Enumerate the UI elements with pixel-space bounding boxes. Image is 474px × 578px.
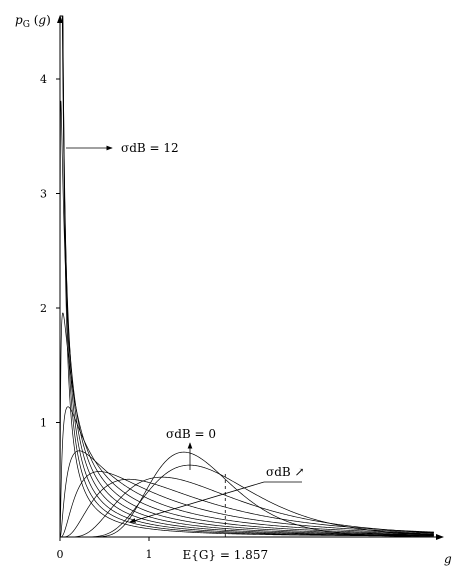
density-curve-sigma-4 <box>60 471 434 538</box>
density-curve-sigma-9 <box>60 15 434 536</box>
density-curve-sigma-2 <box>60 476 434 538</box>
density-curve-sigma-8 <box>59 100 434 536</box>
density-curve-sigma-0 <box>60 451 434 538</box>
density-curve-sigma-12 <box>60 15 434 537</box>
sigma-increase-arrow <box>129 481 265 523</box>
x-tick-label: 0 <box>57 548 64 561</box>
density-curves <box>59 15 434 538</box>
sigma-zero-label: σdB = 0 <box>166 427 216 441</box>
y-tick-label: 3 <box>40 188 47 201</box>
density-curve-sigma-1 <box>60 464 434 538</box>
y-ticks: 1 2 3 4 <box>40 73 60 430</box>
y-tick-label: 4 <box>40 73 47 86</box>
x-tick-label: 1 <box>146 548 153 561</box>
y-tick-label: 2 <box>40 302 47 315</box>
y-tick-label: 1 <box>40 417 47 430</box>
y-axis-label: pG (g) <box>15 13 51 30</box>
density-curve-sigma-7 <box>59 312 434 535</box>
density-curve-sigma-11 <box>60 15 434 537</box>
sigma-increase-label: σdB ↗ <box>266 465 305 479</box>
x-axis-label: g <box>444 552 452 566</box>
density-curve-sigma-6 <box>59 406 434 537</box>
density-curve-sigma-10 <box>60 15 434 536</box>
sigma-max-label: σdB = 12 <box>121 141 179 155</box>
density-curve-sigma-5 <box>59 450 434 538</box>
mean-label: E{G} = 1.857 <box>182 548 268 562</box>
density-curve-sigma-3 <box>60 478 434 538</box>
